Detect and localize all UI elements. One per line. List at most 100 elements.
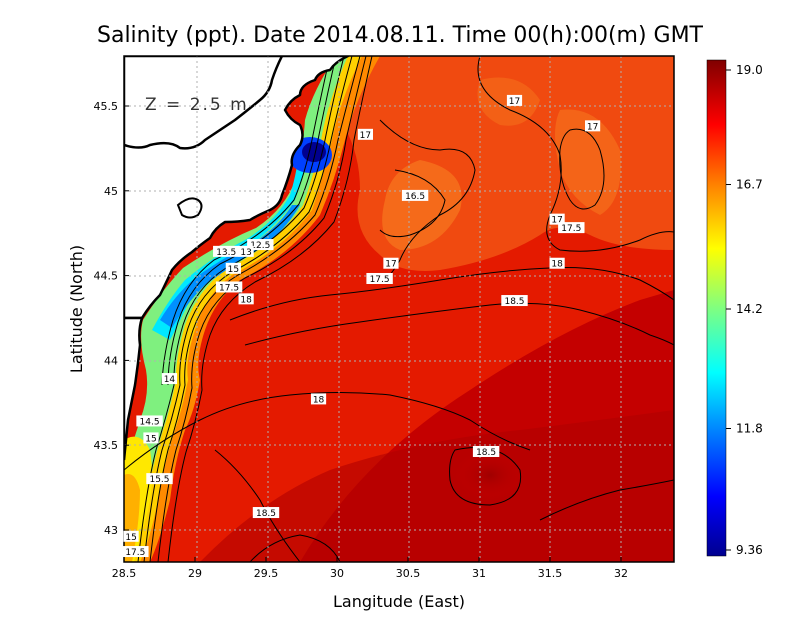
contour-label: 17.5 <box>558 222 585 234</box>
x-tick-label: 28.5 <box>112 567 137 580</box>
contour-label-text: 18.5 <box>256 509 276 519</box>
contour-label: 17 <box>383 257 399 270</box>
contour-label-text: 16.5 <box>405 192 425 202</box>
contour-label-text: 14.5 <box>140 417 160 427</box>
contour-label-bg <box>123 530 139 542</box>
contour-label-bg <box>252 507 280 519</box>
contour-label: 17 <box>506 94 523 107</box>
contour-label-bg <box>558 222 585 234</box>
coastline <box>124 56 350 461</box>
contour-label: 13 <box>238 245 254 258</box>
contour-label-bg <box>549 213 565 225</box>
contour-label-bg <box>585 120 601 132</box>
x-axis-ticks: 28.5 29 29.5 30 30.5 31 31.5 32 <box>112 557 628 580</box>
colorbar <box>706 59 727 557</box>
contour-label-bg <box>238 245 254 257</box>
colorbar-tick-label: 9.36 <box>736 543 763 557</box>
x-tick-label: 31 <box>472 567 486 580</box>
contour-label-text: 18 <box>551 260 563 270</box>
contour-label: 14.5 <box>136 415 163 427</box>
contour-label-text: 17.5 <box>370 275 390 285</box>
x-tick-label: 29 <box>188 567 202 580</box>
colorbar-ticks: 19.0 16.7 14.2 11.8 9.36 <box>726 63 763 557</box>
plot-frame <box>123 55 675 563</box>
contour-label: 16.5 <box>401 189 429 202</box>
contour-label-text: 18 <box>240 295 252 305</box>
contour-label-text: 13.5 <box>216 248 236 258</box>
contour-label: 17.5 <box>215 281 243 293</box>
contour-label-bg <box>225 262 241 274</box>
grid <box>124 56 674 562</box>
y-tick-label: 43.5 <box>94 439 119 452</box>
contour-label-text: 18.5 <box>504 297 524 307</box>
contour-label-bg <box>143 432 159 444</box>
contour-label-bg <box>549 257 565 269</box>
contour-label-bg <box>213 245 240 257</box>
x-tick-label: 32 <box>614 567 628 580</box>
contour-label: 17 <box>549 213 565 226</box>
contour-label: 14 <box>161 373 178 385</box>
contour-label-bg <box>401 189 429 201</box>
contour-label: 18.5 <box>472 445 500 458</box>
colorbar-tick-label: 16.7 <box>736 178 763 192</box>
contour-label-text: 15.5 <box>149 475 169 485</box>
contour-label-text: 13 <box>240 248 251 258</box>
contour-label-bg <box>506 94 523 106</box>
contour-label: 15 <box>123 530 139 543</box>
contour-label-bg <box>247 239 274 251</box>
x-axis-label: Langitude (East) <box>333 592 465 611</box>
x-tick-label: 29.5 <box>254 567 279 580</box>
y-tick-label: 45 <box>104 185 118 198</box>
contour-label-text: 17.5 <box>561 224 581 234</box>
x-tick-label: 31.5 <box>538 567 563 580</box>
y-axis-ticks: 43 43.5 44 44.5 45 45.5 <box>94 100 129 537</box>
contour-label-text: 18.5 <box>476 448 496 458</box>
y-axis-label: Latitude (North) <box>67 245 86 373</box>
contour-label-bg <box>215 281 243 293</box>
contour-label: 15.5 <box>146 473 173 485</box>
contour-label-text: 17.5 <box>125 548 145 558</box>
contour-label-bg <box>357 128 373 140</box>
contour-label-text: 17 <box>360 131 371 141</box>
contour-label: 15 <box>225 262 241 275</box>
contour-label-text: 18 <box>313 395 325 405</box>
contour-label: 17 <box>357 128 373 141</box>
depth-annotation: Z = 2.5 m <box>145 95 249 115</box>
contour-label-text: 14 <box>164 375 176 385</box>
y-tick-label: 45.5 <box>94 100 119 113</box>
contour-label-bg <box>310 393 327 405</box>
contour-label-text: 17 <box>385 260 396 270</box>
contour-label-text: 15 <box>125 533 136 543</box>
x-tick-label: 30 <box>330 567 344 580</box>
contour-label: 17.5 <box>122 546 149 558</box>
contour-label: 12.5 <box>247 239 274 251</box>
contour-label: 15 <box>143 432 159 444</box>
contour-label-bg <box>136 415 163 427</box>
contour-label-text: 17.5 <box>219 283 239 293</box>
contour-label: 18 <box>310 393 327 405</box>
contour-label: 17.5 <box>366 272 393 285</box>
contour-label-bg <box>238 293 254 305</box>
x-tick-label: 30.5 <box>396 567 421 580</box>
chart-title: Salinity (ppt). Date 2014.08.11. Time 00… <box>97 23 704 48</box>
contour-label-bg <box>161 373 178 385</box>
contour-label-bg <box>146 473 173 485</box>
y-tick-label: 43 <box>104 524 118 537</box>
contour-label: 18 <box>238 293 254 305</box>
contour-label-text: 15 <box>145 434 156 444</box>
colorbar-tick-label: 14.2 <box>736 302 763 316</box>
colorbar-tick-label: 19.0 <box>736 63 763 77</box>
contour-label-text: 17 <box>587 122 598 132</box>
contour-label-bg <box>472 445 500 457</box>
y-tick-label: 44.5 <box>94 270 119 283</box>
contour-label: 18.5 <box>501 295 528 307</box>
contour-label-text: 17 <box>551 216 562 226</box>
contour-label: 17 <box>585 120 601 132</box>
contour-label-text: 12.5 <box>250 241 270 251</box>
y-tick-label: 44 <box>104 354 118 367</box>
contour-label: 18 <box>549 257 565 270</box>
contour-label-bg <box>383 257 399 269</box>
colorbar-tick-label: 11.8 <box>736 422 763 436</box>
